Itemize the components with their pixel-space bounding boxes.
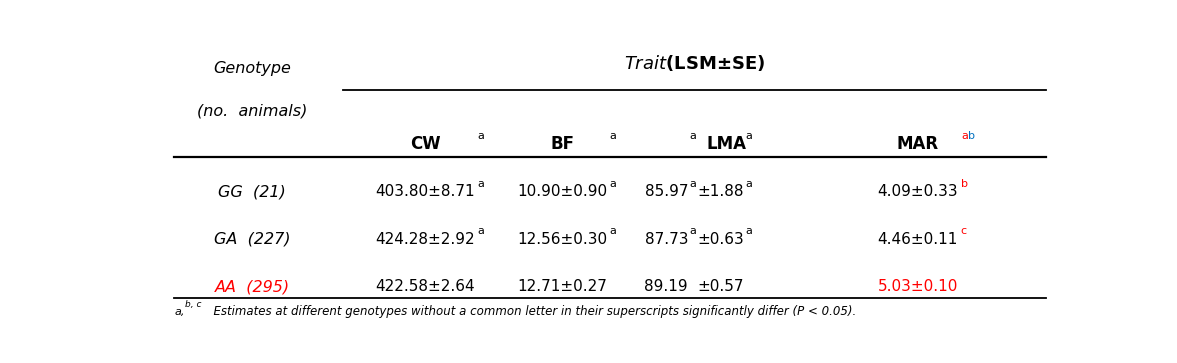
Text: LMA: LMA — [706, 135, 746, 153]
Text: 87.73: 87.73 — [645, 232, 689, 247]
Text: GA  (227): GA (227) — [214, 232, 291, 247]
Text: AA  (295): AA (295) — [214, 279, 290, 294]
Text: a: a — [477, 227, 484, 236]
Text: ±1.88: ±1.88 — [697, 184, 744, 199]
Text: GG  (21): GG (21) — [218, 184, 286, 199]
Text: 4.09±0.33: 4.09±0.33 — [878, 184, 958, 199]
Text: 89.19: 89.19 — [645, 279, 689, 294]
Text: a: a — [609, 227, 616, 236]
Text: a: a — [960, 131, 967, 141]
Text: a: a — [477, 131, 484, 141]
Text: a: a — [746, 179, 752, 189]
Text: 4.46±0.11: 4.46±0.11 — [878, 232, 958, 247]
Text: MAR: MAR — [897, 135, 939, 153]
Text: b, c: b, c — [186, 301, 202, 309]
Text: c: c — [960, 227, 967, 236]
Text: a: a — [690, 131, 697, 141]
Text: 403.80±8.71: 403.80±8.71 — [375, 184, 476, 199]
Text: 12.71±0.27: 12.71±0.27 — [517, 279, 607, 294]
Text: b: b — [960, 179, 967, 189]
Text: a: a — [745, 131, 752, 141]
Text: ±0.63: ±0.63 — [697, 232, 744, 247]
Text: 10.90±0.90: 10.90±0.90 — [517, 184, 607, 199]
Text: ±0.57: ±0.57 — [697, 279, 744, 294]
Text: $\mathbf{\mathit{Trait}}$$\mathbf{(LSM{\pm}SE)}$: $\mathbf{\mathit{Trait}}$$\mathbf{(LSM{\… — [624, 53, 765, 73]
Text: a: a — [609, 131, 616, 141]
Text: 424.28±2.92: 424.28±2.92 — [375, 232, 476, 247]
Text: 422.58±2.64: 422.58±2.64 — [375, 279, 476, 294]
Text: Genotype: Genotype — [213, 61, 291, 76]
Text: a: a — [609, 179, 616, 189]
Text: BF: BF — [550, 135, 574, 153]
Text: 12.56±0.30: 12.56±0.30 — [517, 232, 607, 247]
Text: CW: CW — [410, 135, 440, 153]
Text: a: a — [690, 179, 697, 189]
Text: b: b — [967, 131, 975, 141]
Text: (no.  animals): (no. animals) — [197, 103, 307, 118]
Text: 85.97: 85.97 — [645, 184, 689, 199]
Text: Estimates at different genotypes without a common letter in their superscripts s: Estimates at different genotypes without… — [206, 305, 857, 318]
Text: a: a — [477, 179, 484, 189]
Text: a: a — [745, 227, 752, 236]
Text: a,: a, — [174, 307, 185, 317]
Text: 5.03±0.10: 5.03±0.10 — [878, 279, 958, 294]
Text: a: a — [690, 227, 697, 236]
